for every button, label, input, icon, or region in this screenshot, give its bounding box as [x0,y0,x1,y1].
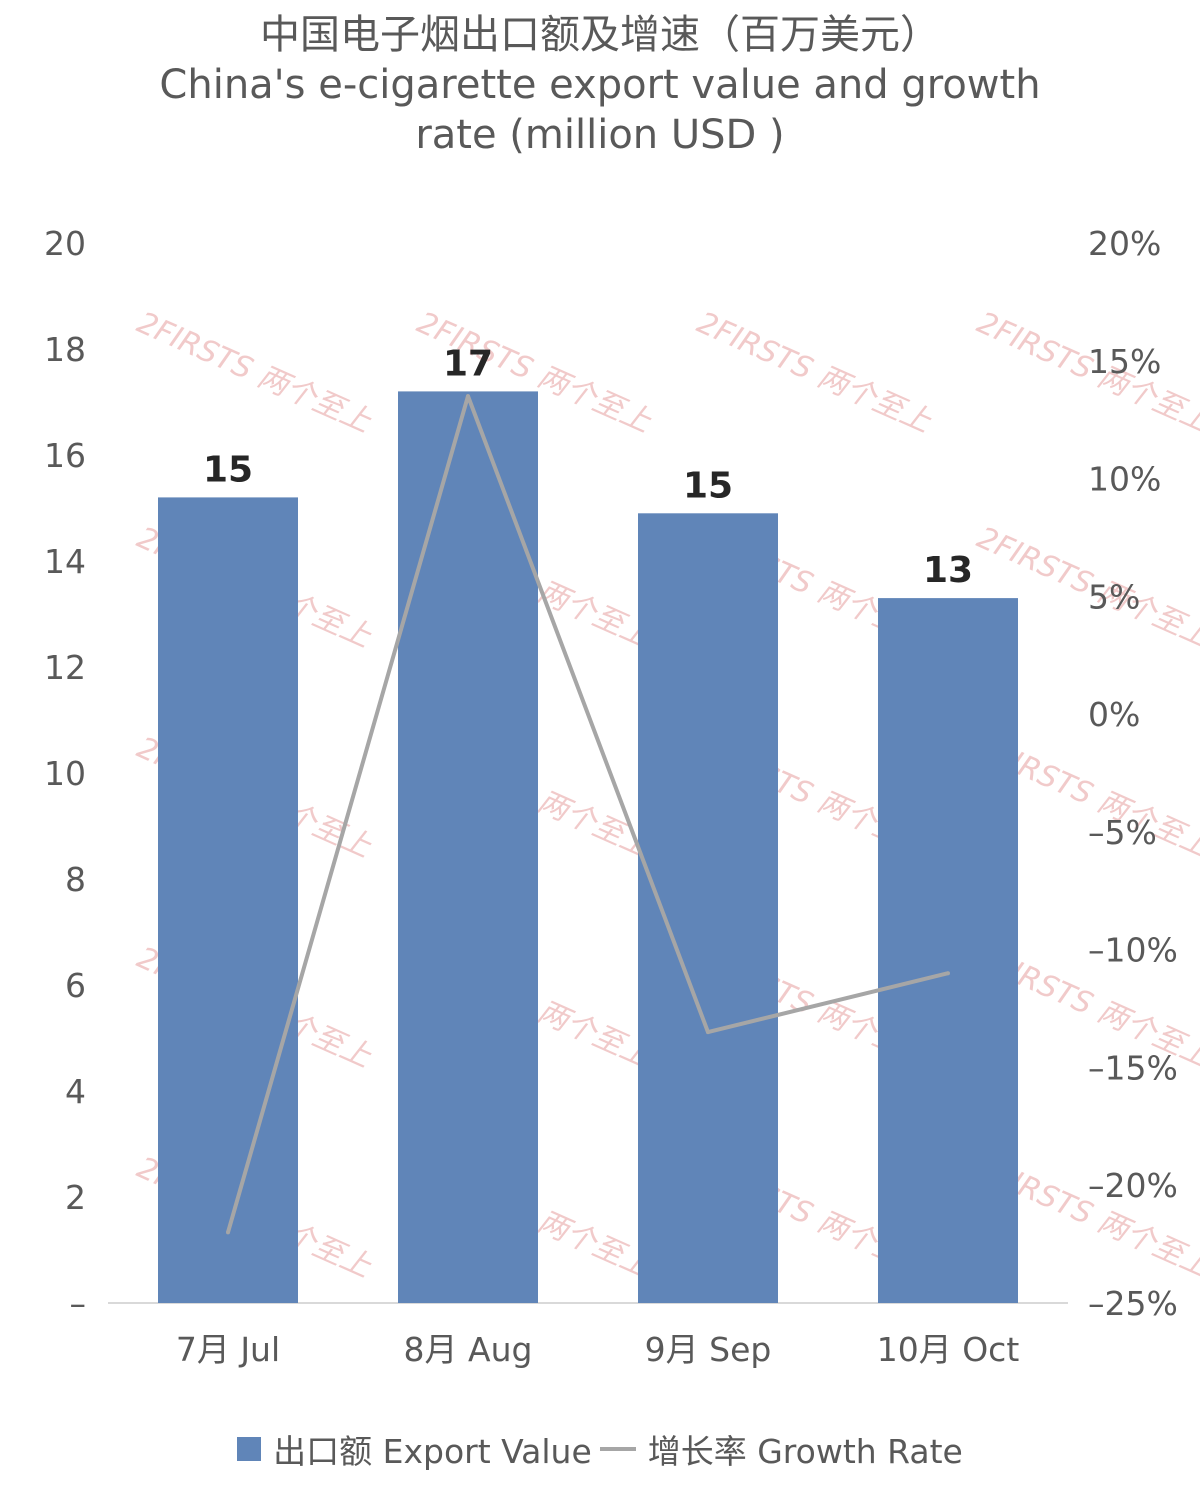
y-right-tick-label: 0% [1088,695,1140,734]
legend-swatch-line [599,1447,636,1451]
y-right-tick-label: –20% [1088,1166,1178,1205]
y-right-tick-label: 5% [1088,577,1140,616]
x-category-label: 9月 Sep [645,1330,772,1369]
chart-title-en-line1: China's e-cigarette export value and gro… [159,62,1041,108]
bar-export-value [878,598,1018,1303]
y-left-tick-label: 4 [65,1072,86,1111]
bar-export-value [638,513,778,1303]
y-right-tick-label: –25% [1088,1284,1178,1323]
y-left-tick-label: 14 [44,542,86,581]
y-right-tick-label: –15% [1088,1048,1178,1087]
y-left-tick-label: 16 [44,436,86,475]
y-left-tick-label: 12 [44,648,86,687]
chart-title-en-line2: rate (million USD ) [415,112,785,158]
x-category-label: 7月 Jul [176,1330,280,1369]
y-left-tick-label: 20 [44,224,86,263]
legend-label-export: 出口额 Export Value [273,1432,592,1471]
bar-export-value [158,497,298,1303]
watermark-text: 2FIRSTS 两个至上 [132,305,377,440]
y-right-tick-label: 20% [1088,224,1161,263]
growth-rate-line [226,394,949,1233]
y-left-tick-label: 18 [44,330,86,369]
bar-data-label: 15 [203,449,253,490]
y-right-tick-label: 15% [1088,342,1161,381]
y-right-tick-label: 10% [1088,460,1161,499]
y-left-tick-label: 2 [65,1178,86,1217]
chart-title-cn: 中国电子烟出口额及增速（百万美元） [260,12,940,58]
y-right-tick-label: –5% [1088,813,1157,852]
bar-export-value [398,391,538,1303]
y-right-tick-label: –10% [1088,931,1178,970]
growth-rate-point [226,1230,230,1235]
legend-item-growth: 增长率 Growth Rate [592,1425,963,1473]
legend-swatch-bar [237,1437,262,1461]
growth-rate-point [706,1030,710,1035]
y-left-tick-label: – [70,1284,87,1323]
legend: 出口额 Export Value 增长率 Growth Rate [0,1425,1200,1473]
bar-data-label: 17 [443,343,493,384]
legend-label-growth: 增长率 Growth Rate [647,1432,963,1471]
watermark-text: 2FIRSTS 两个至上 [692,305,937,440]
y-left-tick-label: 6 [65,966,86,1005]
y-left-tick-label: 10 [44,754,86,793]
y-left-tick-label: 8 [65,860,86,899]
growth-rate-point [466,394,470,399]
bar-data-label: 15 [683,465,733,506]
bar-data-label: 13 [923,550,973,591]
x-category-label: 8月 Aug [404,1330,533,1369]
x-category-label: 10月 Oct [877,1330,1020,1369]
growth-rate-point [946,971,950,976]
legend-item-export: 出口额 Export Value [237,1425,592,1473]
watermark-text: 2FIRSTS 两个至上 [972,305,1200,440]
